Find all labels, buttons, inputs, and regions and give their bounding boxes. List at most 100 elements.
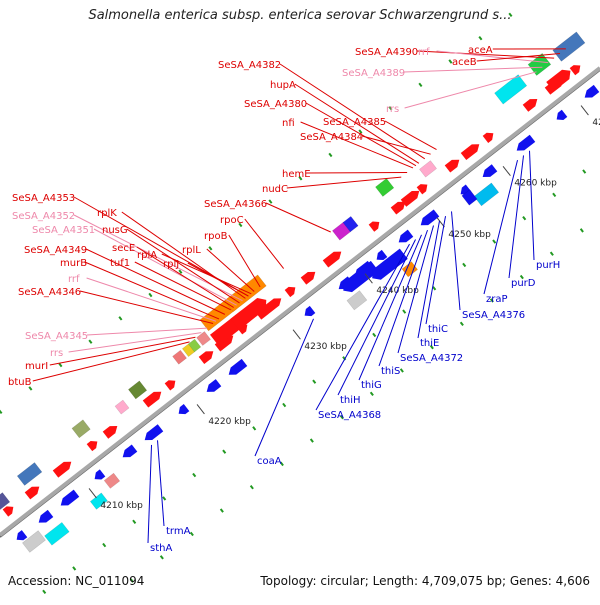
rrna-block [419,161,436,177]
reverse-gene-arrow [480,164,497,180]
reverse-gene-arrow [226,359,247,378]
guide-tick [73,567,75,570]
forward-label-leader [80,291,213,324]
green-block [72,420,90,438]
reverse-gene-label: thiC [428,324,448,335]
forward-gene-arrow [523,95,540,111]
forward-gene-arrow [483,130,496,143]
reverse-label-leader [158,440,164,526]
forward-gene-label: tuf1 [110,258,130,269]
guide-tick [433,287,435,290]
reverse-gene-arrow [92,469,105,482]
cyan-block [474,183,499,206]
forward-gene-label: SeSA_A4351 [32,225,95,236]
guide-tick [253,427,255,430]
reverse-gene-label: thiE [420,338,439,349]
reverse-label-leader [484,160,518,294]
reverse-gene-label: sthA [150,543,172,554]
forward-gene-label: SeSA_A4384 [300,132,363,143]
topology-summary: Topology: circular; Length: 4,709,075 bp… [260,574,590,588]
guide-tick [191,532,193,535]
reverse-gene-arrow [582,85,599,101]
guide-row-outer-reverse [43,123,600,593]
forward-gene-label: rpoB [204,231,228,242]
reverse-gene-label: SeSA_A4376 [462,310,525,321]
guide-tick [313,380,315,383]
forward-gene-label: nfi [282,118,295,129]
forward-gene-label: SeSA_A4346 [18,287,81,298]
green-block [375,178,393,196]
reverse-label-leader [452,211,460,310]
small-feature-block [173,350,187,364]
guide-tick [329,153,331,156]
guide-tick [269,200,271,203]
guide-tick [209,247,211,250]
forward-gene-label: SeSA_A4345 [25,331,88,342]
reverse-gene-label: trmA [166,526,191,537]
scale-tick [503,166,510,175]
grey-block [347,291,367,310]
guide-tick [463,263,465,266]
reverse-gene-arrow [204,379,221,395]
guide-tick [221,509,223,512]
forward-gene-label: nusG [102,225,128,236]
reverse-gene-label: thiS [381,366,400,377]
reverse-gene-label: thiH [340,395,361,406]
reverse-gene-arrow [396,230,413,246]
pink-block [104,473,120,488]
forward-gene-label: rrf [418,47,430,58]
forward-label-leader [245,219,284,269]
forward-gene-label: rrs [386,104,399,115]
scale-label: 4220 kbp [208,417,251,427]
guide-tick [523,217,525,220]
reverse-gene-label: SeSA_A4368 [318,410,381,421]
small-feature-block [197,332,211,346]
reverse-label-leader [418,221,440,338]
guide-tick [373,333,375,336]
forward-label-leader [188,263,249,296]
reverse-gene-arrow [554,110,567,123]
guide-tick [581,229,583,232]
forward-gene-arrow [570,62,583,75]
scale-tick [89,488,96,497]
guide-tick [103,544,105,547]
reverse-gene-arrow [418,209,439,228]
forward-gene-label: rplA [137,250,157,261]
forward-gene-label: SeSA_A4352 [12,211,75,222]
forward-gene-label: SeSA_A4389 [342,68,405,79]
reverse-gene-label: purH [536,260,560,271]
forward-gene-label: hemE [282,169,311,180]
forward-label-leader [307,172,407,173]
steelblue-block [17,462,42,485]
guide-tick [479,37,481,40]
guide-tick [283,403,285,406]
reverse-gene-arrow [58,490,79,509]
guide-tick [419,83,421,86]
reverse-gene-label: zraP [486,294,508,305]
reverse-gene-arrow [302,306,315,319]
forward-gene-label: SeSA_A4366 [204,199,267,210]
forward-gene-label: SeSA_A4382 [218,60,281,71]
scale-label: 4250 kbp [448,230,491,240]
rrna-block [115,400,129,414]
forward-gene-label: SeSA_A4349 [24,245,87,256]
guide-tick [311,439,313,442]
reverse-gene-arrow [176,404,189,417]
reverse-gene-arrow [120,444,137,460]
guide-tick [583,170,585,173]
reverse-gene-label: thiG [361,380,382,391]
guide-tick [223,450,225,453]
steelblue-block [553,32,585,61]
guide-tick [371,392,373,395]
reverse-gene-label: purD [511,278,536,289]
guide-tick [401,369,403,372]
guide-tick [89,340,91,343]
scale-label: 4230 kbp [304,342,347,352]
guide-tick [43,590,45,593]
reverse-gene-label: SeSA_A4372 [400,353,463,364]
reverse-label-leader [530,151,534,260]
forward-gene-label: murB [60,258,87,269]
forward-gene-arrow [461,141,482,160]
